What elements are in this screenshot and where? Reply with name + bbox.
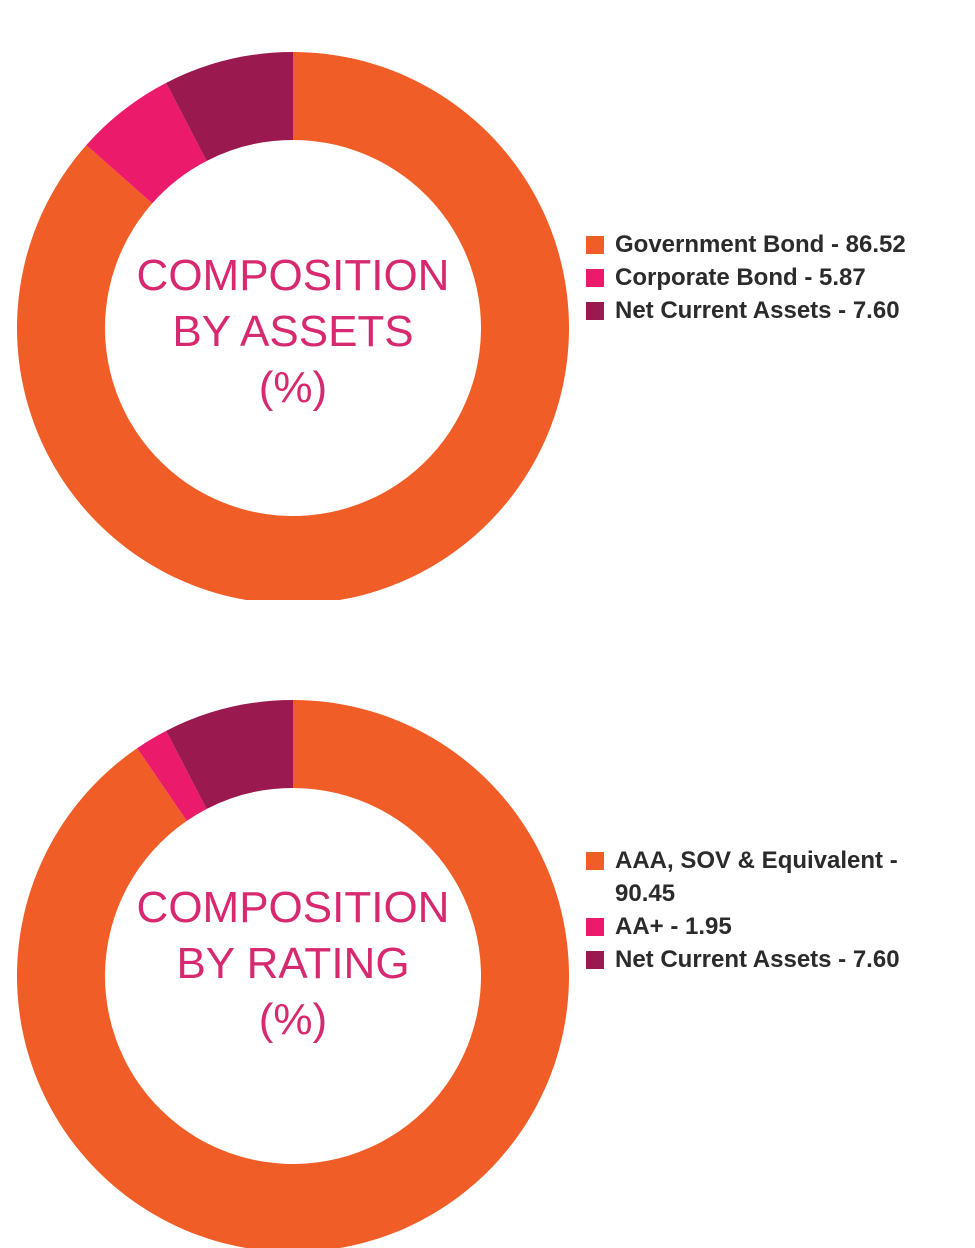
legend-swatch [586,951,604,969]
donut-slice-aaa-sov-equivalent [17,700,569,1248]
legend-item: Corporate Bond - 5.87 [586,261,956,294]
legend-item: Net Current Assets - 7.60 [586,294,956,327]
legend-item: AAA, SOV & Equivalent - 90.45 [586,844,956,910]
donut-slice-government-bond [17,52,569,600]
legend-item: AA+ - 1.95 [586,910,956,943]
composition-by-rating-chart: COMPOSITION BY RATING (%) AAA, SOV & Equ… [0,648,975,1248]
chart-title-line-1: COMPOSITION [136,883,450,932]
chart-legend: Government Bond - 86.52 Corporate Bond -… [586,228,956,327]
legend-item: Net Current Assets - 7.60 [586,943,956,976]
legend-swatch [586,302,604,320]
legend-swatch [586,918,604,936]
legend-label: Net Current Assets - 7.60 [615,946,900,973]
legend-label: Corporate Bond - 5.87 [615,264,866,291]
legend-item: Government Bond - 86.52 [586,228,956,261]
chart-title-line-3: (%) [258,363,328,412]
donut-slice-corporate-bond [86,82,207,204]
legend-label: AAA, SOV & Equivalent - 90.45 [615,847,898,907]
donut-slice-aa [137,730,207,821]
donut-chart-rating [17,700,569,1248]
legend-swatch [586,236,604,254]
chart-center-title: COMPOSITION BY ASSETS (%) [93,248,493,416]
legend-swatch [586,269,604,287]
chart-title-line-3: (%) [258,995,328,1044]
donut-slice-net-current-assets [166,700,293,810]
chart-title-line-2: BY RATING [176,939,410,988]
legend-swatch [586,852,604,870]
chart-title-line-1: COMPOSITION [136,251,450,300]
donut-chart-assets [17,52,569,600]
legend-label: Government Bond - 86.52 [615,231,906,258]
donut-slice-net-current-assets [166,52,293,162]
legend-label: AA+ - 1.95 [615,913,732,940]
chart-title-line-2: BY ASSETS [172,307,414,356]
legend-label: Net Current Assets - 7.60 [615,297,900,324]
composition-by-assets-chart: COMPOSITION BY ASSETS (%) Government Bon… [0,0,975,600]
chart-legend: AAA, SOV & Equivalent - 90.45 AA+ - 1.95… [586,844,956,976]
chart-center-title: COMPOSITION BY RATING (%) [93,880,493,1048]
